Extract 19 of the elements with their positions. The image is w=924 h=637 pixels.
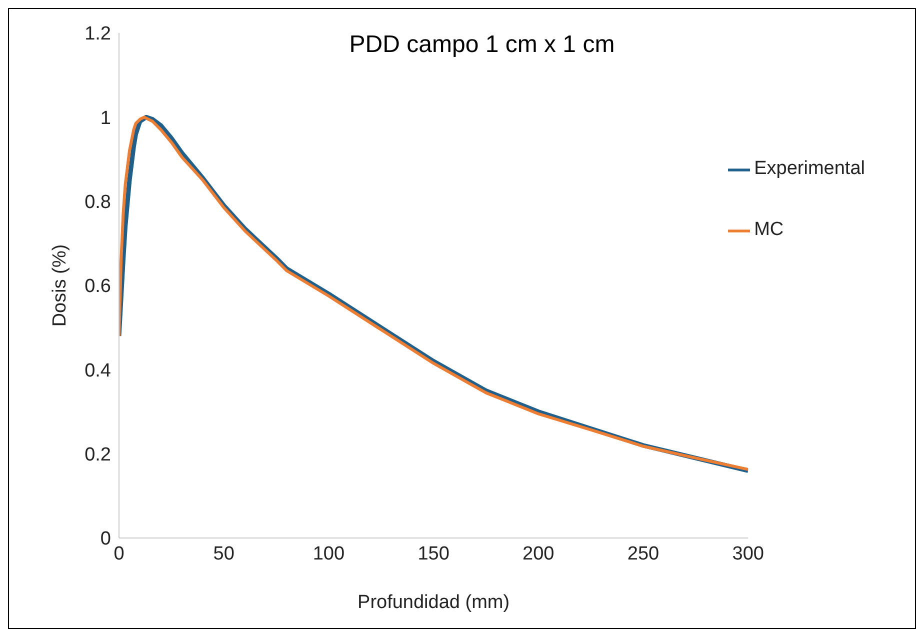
y-tick-label: 1.2 — [84, 24, 111, 45]
y-tick-label: 0.2 — [84, 444, 111, 466]
legend-label: Experimental — [754, 158, 865, 179]
x-tick-label: 300 — [732, 543, 764, 564]
x-tick-label: 150 — [418, 543, 450, 564]
x-tick-label: 0 — [114, 543, 124, 564]
y-tick-label: 0.8 — [84, 192, 111, 214]
legend-label: MC — [754, 219, 784, 240]
y-axis-title: Dosis (%) — [50, 244, 71, 327]
x-tick-label: 250 — [627, 543, 660, 564]
y-tick-label: 1 — [100, 108, 111, 129]
x-tick-label: 50 — [213, 543, 234, 564]
x-axis-title: Profundidad (mm) — [358, 592, 510, 613]
y-tick-label: 0.4 — [84, 360, 112, 382]
x-tick-label: 100 — [312, 543, 345, 564]
y-tick-label: 0.6 — [84, 276, 111, 298]
x-tick-label: 200 — [522, 543, 554, 564]
chart-title: PDD campo 1 cm x 1 cm — [349, 31, 615, 58]
y-tick-label: 0 — [100, 528, 111, 550]
